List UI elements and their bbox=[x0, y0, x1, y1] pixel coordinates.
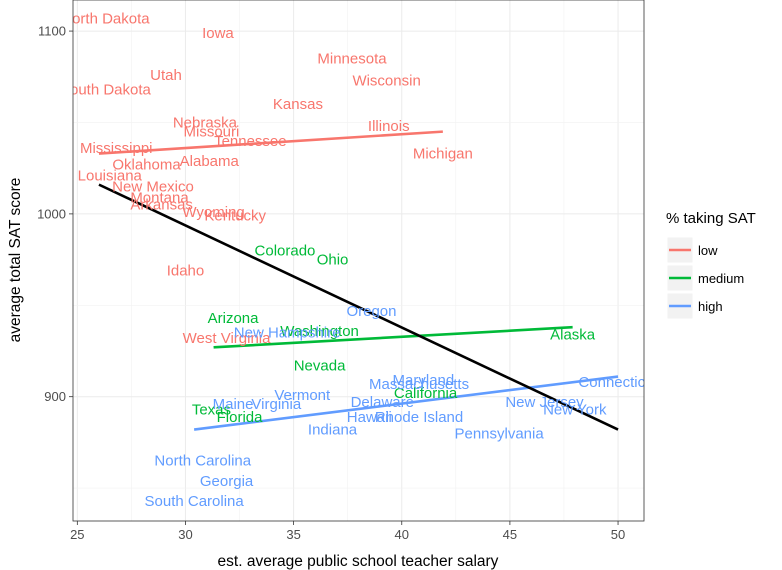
state-label: Florida bbox=[217, 409, 264, 426]
axis-ticks: 25 30 35 40 45 50 900 1000 1100 bbox=[37, 24, 625, 542]
state-label: Minnesota bbox=[317, 50, 387, 67]
state-label: Rhode Island bbox=[375, 409, 463, 426]
y-tick-label: 1100 bbox=[38, 24, 66, 39]
fit-lines bbox=[98, 130, 619, 431]
state-label: Wyoming bbox=[182, 204, 244, 221]
state-label: Louisiana bbox=[78, 167, 143, 184]
state-label: Utah bbox=[150, 67, 182, 84]
fit-line-low bbox=[98, 130, 443, 155]
state-label: Montana bbox=[130, 189, 189, 206]
state-label: Vermont bbox=[274, 387, 331, 404]
state-label: Pennsylvania bbox=[454, 425, 544, 442]
state-label: Maryland bbox=[393, 372, 455, 389]
state-label: West Virginia bbox=[183, 330, 271, 347]
state-label: California bbox=[394, 385, 458, 402]
state-label: North Dakota bbox=[61, 10, 150, 27]
state-label: Mississippi bbox=[80, 140, 153, 157]
state-label: New Hampshire bbox=[234, 325, 341, 342]
state-label: Indiana bbox=[308, 422, 358, 439]
legend-title: % taking SAT bbox=[666, 210, 756, 227]
state-label: Virginia bbox=[251, 396, 301, 413]
state-label: Alaska bbox=[550, 327, 596, 344]
state-label: Georgia bbox=[200, 473, 254, 490]
legend: % taking SAT low medium high bbox=[666, 210, 756, 320]
state-label: Oregon bbox=[346, 303, 396, 320]
state-label: Colorado bbox=[255, 242, 316, 259]
state-label: Washington bbox=[280, 323, 359, 340]
state-label: Nebraska bbox=[173, 114, 238, 131]
state-label: Ohio bbox=[317, 252, 349, 269]
state-labels: North Dakota Iowa Minnesota Utah Wisconsin So… bbox=[60, 10, 658, 510]
state-label: Iowa bbox=[202, 25, 234, 42]
state-label: Idaho bbox=[167, 263, 205, 280]
y-axis-title: average total SAT score bbox=[7, 178, 24, 343]
state-label: New Jersey bbox=[505, 394, 584, 411]
x-tick-label: 40 bbox=[395, 527, 409, 542]
y-tick-label: 900 bbox=[44, 389, 66, 404]
state-label: Nevada bbox=[294, 358, 346, 375]
state-label: North Carolina bbox=[154, 453, 251, 470]
state-label: Maine bbox=[213, 396, 254, 413]
legend-label-low: low bbox=[698, 243, 718, 258]
panel-border bbox=[72, 0, 645, 522]
state-label: Delaware bbox=[351, 394, 414, 411]
state-label: Wisconsin bbox=[352, 72, 420, 89]
fit-line-medium bbox=[213, 325, 573, 349]
state-label: Kentucky bbox=[204, 208, 266, 225]
x-tick-label: 45 bbox=[503, 527, 517, 542]
fit-line-all bbox=[98, 183, 619, 431]
state-label: Arizona bbox=[208, 310, 260, 327]
state-label: New York bbox=[543, 401, 607, 418]
state-label: Alabama bbox=[180, 153, 240, 170]
state-label: New Mexico bbox=[112, 178, 194, 195]
x-tick-label: 35 bbox=[286, 527, 300, 542]
state-label: Tennessee bbox=[214, 133, 287, 150]
fit-line-high bbox=[193, 375, 619, 431]
x-tick-label: 25 bbox=[70, 527, 84, 542]
x-axis-title: est. average public school teacher salar… bbox=[218, 553, 499, 570]
state-label: Illinois bbox=[368, 118, 410, 135]
state-label: Michigan bbox=[413, 146, 473, 163]
state-label: Texas bbox=[192, 401, 231, 418]
state-label: South Dakota bbox=[60, 82, 152, 99]
legend-label-medium: medium bbox=[698, 271, 744, 286]
state-label: Oklahoma bbox=[112, 157, 181, 174]
state-label: South Carolina bbox=[145, 493, 245, 510]
x-tick-label: 30 bbox=[178, 527, 192, 542]
state-label: Missouri bbox=[184, 124, 240, 141]
state-label: Kansas bbox=[273, 96, 323, 113]
state-label: Arkansas bbox=[130, 197, 193, 214]
state-label: Hawaii bbox=[347, 409, 392, 426]
y-tick-label: 1000 bbox=[37, 206, 66, 221]
state-label: Connecticut bbox=[578, 374, 658, 391]
state-label: Massachusetts bbox=[369, 376, 469, 393]
legend-label-high: high bbox=[698, 299, 723, 314]
x-tick-label: 50 bbox=[611, 527, 625, 542]
